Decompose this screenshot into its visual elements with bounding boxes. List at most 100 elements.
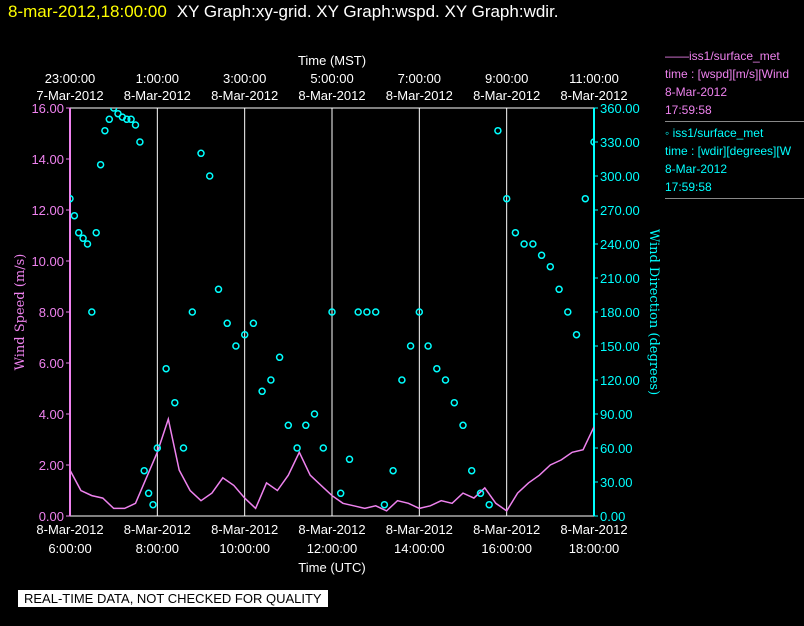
x-axis-label: Time (UTC) — [298, 560, 365, 575]
wdir-point — [88, 308, 96, 316]
right-tick-label: 240.00 — [600, 237, 640, 252]
left-tick-label: 0.00 — [39, 509, 64, 524]
right-tick-label: 360.00 — [600, 101, 640, 116]
top-tick-label-date: 8-Mar-2012 — [211, 88, 278, 103]
wdir-point — [214, 285, 223, 294]
x-tick-label-date: 8-Mar-2012 — [473, 522, 540, 537]
timestamp: 8-mar-2012,18:00:00 — [8, 2, 167, 21]
wdir-point — [96, 160, 105, 169]
title-bar: 8-mar-2012,18:00:00 XY Graph:xy-grid. XY … — [8, 2, 559, 22]
wdir-point — [74, 228, 83, 237]
wdir-point — [140, 466, 148, 475]
legend-wspd-line: ——iss1/surface_met — [665, 49, 780, 63]
wdir-point — [171, 398, 179, 407]
right-tick-label: 30.00 — [600, 475, 633, 490]
wdir-point — [70, 194, 74, 203]
wdir-point — [433, 364, 441, 373]
legend-wdir-date: 8-Mar-2012 — [665, 162, 728, 176]
wdir-point — [205, 172, 214, 180]
wdir-point — [476, 489, 485, 498]
legend-wspd[interactable]: ——iss1/surface_met time : [wspd][m/s][Wi… — [665, 47, 804, 122]
wdir-point — [389, 466, 397, 475]
top-tick-label-time: 5:00:00 — [310, 71, 353, 86]
wdir-point — [354, 308, 362, 316]
legend-wdir-time: 17:59:58 — [665, 180, 712, 194]
wdir-point — [415, 308, 424, 316]
wdir-point — [92, 228, 100, 237]
wdir-point — [179, 444, 188, 452]
wdir-point — [188, 308, 197, 316]
wdir-point — [275, 353, 284, 362]
right-tick-label: 180.00 — [600, 305, 640, 320]
wdir-point — [302, 421, 310, 430]
left-tick-label: 12.00 — [31, 203, 64, 218]
wdir-point — [450, 398, 459, 407]
x-tick-label-date: 8-Mar-2012 — [36, 522, 103, 537]
legend-wdir-line: ◦ iss1/surface_met — [665, 126, 764, 140]
top-tick-label-date: 8-Mar-2012 — [473, 88, 540, 103]
legend-wdir-var: time : [wdir][degrees][W — [665, 144, 792, 158]
top-tick-label-date: 8-Mar-2012 — [298, 88, 365, 103]
wdir-point — [494, 126, 502, 135]
top-tick-label-time: 3:00:00 — [223, 71, 266, 86]
wdir-point — [398, 376, 406, 384]
wdir-point — [127, 115, 135, 124]
left-tick-label: 16.00 — [31, 101, 64, 116]
x-tick-label-time: 16:00:00 — [481, 541, 532, 556]
x-tick-label-time: 6:00:00 — [48, 541, 91, 556]
quality-disclaimer: REAL-TIME DATA, NOT CHECKED FOR QUALITY — [18, 590, 328, 607]
wdir-point — [555, 285, 563, 294]
wdir-point — [232, 342, 240, 350]
wdir-point — [240, 330, 249, 339]
wdir-point — [223, 319, 231, 328]
wdir-point — [590, 138, 594, 146]
legend-wdir[interactable]: ◦ iss1/surface_met time : [wdir][degrees… — [665, 124, 804, 199]
right-axis-label: Wind Direction (degrees) — [646, 229, 661, 395]
wdir-point — [441, 376, 450, 384]
wdir-point — [406, 342, 415, 350]
left-tick-label: 4.00 — [39, 407, 64, 422]
x-tick-label-date: 8-Mar-2012 — [560, 522, 627, 537]
wdir-point — [546, 262, 555, 271]
wdir-point — [149, 500, 157, 509]
top-tick-label-date: 8-Mar-2012 — [124, 88, 191, 103]
wspd-series-line — [70, 416, 594, 512]
right-tick-label: 330.00 — [600, 135, 640, 150]
left-axis-label: Wind Speed (m/s) — [13, 254, 28, 371]
x-tick-label-date: 8-Mar-2012 — [298, 522, 365, 537]
top-tick-label-time: 1:00:00 — [136, 71, 179, 86]
top-axis-label: Time (MST) — [298, 53, 366, 68]
left-tick-label: 6.00 — [39, 356, 64, 371]
wdir-point — [529, 240, 537, 248]
x-tick-label-date: 8-Mar-2012 — [124, 522, 191, 537]
left-tick-label: 8.00 — [39, 305, 64, 320]
legend-wspd-time: 17:59:58 — [665, 103, 712, 117]
right-tick-label: 150.00 — [600, 339, 640, 354]
wdir-point — [310, 410, 319, 418]
wdir-point — [511, 228, 520, 237]
top-tick-label-time: 23:00:00 — [45, 71, 96, 86]
wdir-point — [105, 115, 114, 124]
right-tick-label: 270.00 — [600, 203, 640, 218]
top-tick-label-date: 8-Mar-2012 — [386, 88, 453, 103]
x-tick-label-date: 8-Mar-2012 — [211, 522, 278, 537]
wdir-point — [502, 194, 511, 203]
right-tick-label: 90.00 — [600, 407, 633, 422]
wdir-point — [136, 138, 144, 146]
wdir-point — [572, 330, 581, 339]
wdir-point — [380, 500, 389, 509]
wdir-point — [162, 364, 170, 373]
wdir-point — [131, 121, 140, 129]
wdir-point — [319, 444, 328, 452]
legend-wspd-var: time : [wspd][m/s][Wind — [665, 67, 790, 81]
right-tick-label: 60.00 — [600, 441, 633, 456]
top-tick-label-time: 7:00:00 — [398, 71, 441, 86]
left-tick-label: 2.00 — [39, 458, 64, 473]
right-tick-label: 0.00 — [600, 509, 625, 524]
wdir-point — [153, 444, 162, 452]
wdir-point — [520, 240, 528, 248]
wdir-point — [459, 421, 467, 430]
right-tick-label: 300.00 — [600, 169, 640, 184]
wdir-point — [564, 308, 572, 316]
